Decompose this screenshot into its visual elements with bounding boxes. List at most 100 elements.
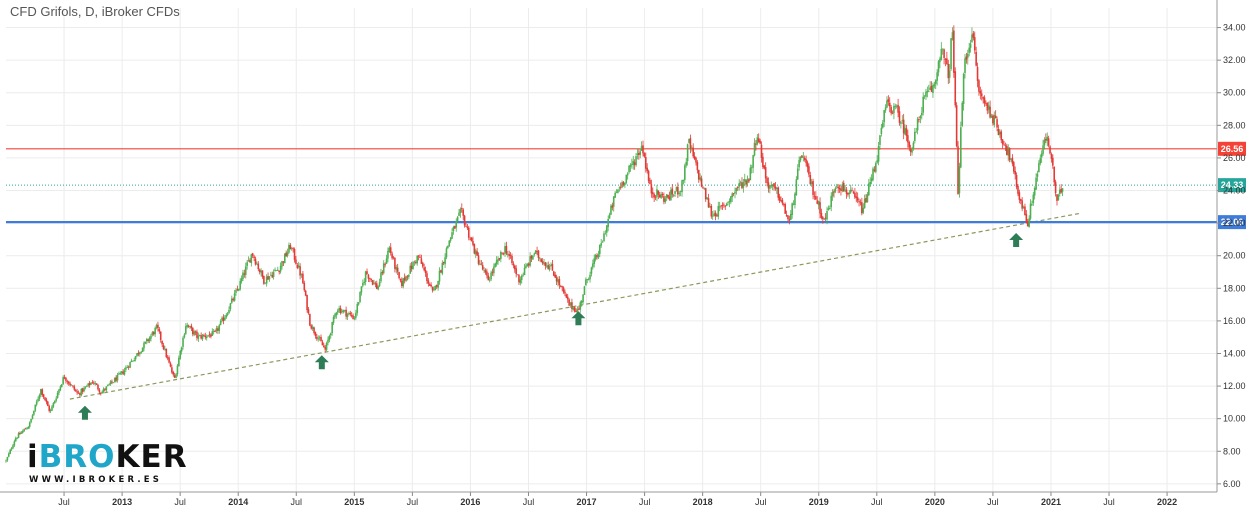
candle-body <box>638 153 640 155</box>
candle-body <box>74 389 77 391</box>
y-tick-label: 32.00 <box>1223 55 1246 65</box>
candle-body <box>187 325 190 327</box>
candle-body <box>139 352 141 355</box>
candle-body <box>226 313 229 315</box>
candle-body <box>470 237 473 241</box>
candle-body <box>909 148 912 152</box>
candle-body <box>969 43 972 48</box>
candle-body <box>155 324 158 328</box>
candle-body <box>20 432 23 434</box>
candle-body <box>1056 194 1058 201</box>
candle-body <box>208 334 211 336</box>
candle-body <box>335 312 338 316</box>
candle-body <box>12 445 14 449</box>
candle-body <box>256 263 258 265</box>
candle-body <box>914 131 916 142</box>
candle-body <box>679 190 682 192</box>
candle-body <box>615 192 618 194</box>
candle-body <box>219 320 222 325</box>
candle-body <box>553 271 555 276</box>
candle-body <box>98 389 101 393</box>
candle-body <box>515 268 517 275</box>
candle-body <box>52 402 55 407</box>
candle-body <box>554 274 556 278</box>
candle-body <box>264 282 267 284</box>
candle-body <box>1014 171 1016 175</box>
candle-body <box>1003 144 1005 146</box>
candle-body <box>978 80 980 92</box>
current-price-badge <box>1218 178 1246 193</box>
candle-body <box>342 310 345 313</box>
candle-body <box>927 90 930 92</box>
candle-body <box>459 208 462 213</box>
candle-body <box>624 182 626 185</box>
candle-body <box>5 460 7 462</box>
candle-body <box>696 162 699 171</box>
candle-body <box>336 310 339 313</box>
candle-body <box>331 322 333 333</box>
candle-body <box>303 282 306 291</box>
candle-body <box>994 115 997 119</box>
candle-body <box>466 226 469 229</box>
candle-body <box>612 196 615 207</box>
candle-body <box>757 138 760 142</box>
candle-body <box>384 264 386 266</box>
x-tick-label: Jul <box>1103 497 1115 507</box>
candle-body <box>983 97 986 104</box>
candle-body <box>286 252 289 256</box>
candle-body <box>902 119 905 134</box>
candle-body <box>905 128 908 136</box>
candle-body <box>534 250 537 254</box>
candle-body <box>564 291 566 294</box>
candle-body <box>851 190 853 192</box>
candle-body <box>133 360 136 362</box>
candle-body <box>214 330 216 332</box>
candle-body <box>766 177 768 183</box>
candle-body <box>380 272 382 282</box>
candle-body <box>721 204 724 206</box>
candle-body <box>847 192 849 195</box>
candle-body <box>543 262 545 265</box>
candle-body <box>118 373 120 375</box>
candle-body <box>936 72 938 81</box>
ibroker-logo: iBROKER WWW.IBROKER.ES <box>27 440 188 485</box>
candle-body <box>886 100 888 108</box>
candle-body <box>987 105 990 110</box>
candle-body <box>1015 174 1018 187</box>
candle-body <box>150 335 152 339</box>
candle-body <box>40 389 42 395</box>
candle-body <box>874 163 877 172</box>
candle-body <box>28 422 31 427</box>
candle-body <box>926 90 929 93</box>
candle-body <box>91 382 94 384</box>
candle-body <box>268 276 271 280</box>
candle-body <box>469 238 471 240</box>
candle-body <box>495 260 498 265</box>
candle-body <box>41 389 44 395</box>
candle-body <box>716 215 718 217</box>
candle-body <box>633 162 636 166</box>
candle-body <box>522 274 524 276</box>
candle-body <box>922 96 924 113</box>
x-tick-label: 2020 <box>925 497 945 507</box>
candle-body <box>915 131 918 133</box>
candle-body <box>537 250 540 258</box>
candle-body <box>77 392 80 394</box>
candle-body <box>976 67 979 81</box>
candle-body <box>660 194 662 198</box>
candle-body <box>474 250 477 255</box>
logo-url: WWW.IBROKER.ES <box>29 475 163 485</box>
y-tick-label: 14.00 <box>1223 348 1246 358</box>
candle-body <box>1026 221 1029 227</box>
candle-body <box>316 336 318 339</box>
candle-body <box>954 71 957 106</box>
candle-body <box>370 278 373 280</box>
candle-body <box>1054 181 1057 194</box>
candle-body <box>763 165 766 169</box>
candle-body <box>647 170 650 181</box>
candle-body <box>979 91 982 94</box>
candle-body <box>968 47 970 53</box>
candle-body <box>350 315 353 317</box>
candle-body <box>901 120 904 122</box>
